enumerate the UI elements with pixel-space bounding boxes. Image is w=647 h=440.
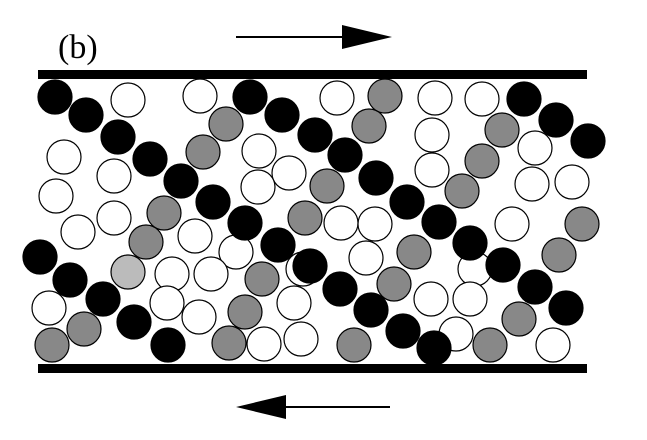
black-particle (22, 239, 58, 275)
black-particle (506, 81, 542, 117)
white-particle (96, 200, 132, 236)
black-particle (150, 327, 186, 363)
black-particle (538, 102, 574, 138)
black-particle (385, 313, 421, 349)
gray-particle (396, 234, 432, 270)
panel-label: (b) (58, 29, 98, 66)
white-particle (276, 285, 312, 321)
white-particle (514, 166, 550, 202)
gray-particle (464, 143, 500, 179)
black-particle (353, 292, 389, 328)
bottom-plate (38, 364, 587, 373)
black-particle (292, 248, 328, 284)
gray-particle (128, 224, 164, 260)
white-particle (452, 281, 488, 317)
black-particle (264, 97, 300, 133)
gray-particle (376, 266, 412, 302)
black-particle (517, 269, 553, 305)
white-particle (554, 164, 590, 200)
gray-particle (211, 325, 247, 361)
black-particle (452, 225, 488, 261)
white-particle (414, 117, 450, 153)
gray-particle (484, 112, 520, 148)
black-particle (68, 97, 104, 133)
gray-particle (208, 106, 244, 142)
white-particle (417, 80, 453, 116)
white-particle (181, 299, 217, 335)
black-particle (358, 160, 394, 196)
white-particle (283, 321, 319, 357)
black-particle (195, 184, 231, 220)
black-particle (322, 271, 358, 307)
white-particle (182, 78, 218, 114)
gray-particle (287, 200, 323, 236)
gray-particle (34, 327, 70, 363)
top-plate (38, 70, 587, 79)
black-particle (327, 137, 363, 173)
white-particle (193, 256, 229, 292)
black-particle (416, 330, 452, 366)
black-particle (421, 204, 457, 240)
white-particle (154, 256, 190, 292)
white-particle (60, 214, 96, 250)
white-particle (38, 178, 74, 214)
white-particle (319, 80, 355, 116)
gray-particle (336, 327, 372, 363)
white-particle (464, 81, 500, 117)
light-gray-particle (110, 254, 146, 290)
white-particle (271, 155, 307, 191)
black-particle (548, 290, 584, 326)
gray-particle (444, 173, 480, 209)
white-particle (177, 218, 213, 254)
white-particle (246, 326, 282, 362)
white-particle (348, 240, 384, 276)
black-particle (260, 227, 296, 263)
white-particle (517, 130, 553, 166)
white-particle (241, 133, 277, 169)
white-particle (149, 285, 185, 321)
black-particle (163, 163, 199, 199)
black-particle (570, 123, 606, 159)
gray-particle (309, 168, 345, 204)
white-particle (240, 169, 276, 205)
black-particle (52, 262, 88, 298)
black-particle (297, 117, 333, 153)
particle-layer (22, 78, 606, 366)
white-particle (413, 281, 449, 317)
black-particle (132, 141, 168, 177)
black-particle (485, 247, 521, 283)
gray-particle (66, 311, 102, 347)
white-particle (31, 290, 67, 326)
bottom-arrow-left-icon (236, 395, 390, 419)
white-particle (494, 206, 530, 242)
gray-particle (541, 237, 577, 273)
top-arrow-right-icon (236, 25, 392, 49)
black-particle (37, 79, 73, 115)
gray-particle (351, 108, 387, 144)
black-particle (232, 79, 268, 115)
white-particle (110, 82, 146, 118)
gray-particle (146, 195, 182, 231)
gray-particle (472, 327, 508, 363)
white-particle (96, 158, 132, 194)
gray-particle (227, 294, 263, 330)
black-particle (100, 119, 136, 155)
white-particle (414, 152, 450, 188)
white-particle (323, 205, 359, 241)
white-particle (357, 206, 393, 242)
black-particle (116, 304, 152, 340)
black-particle (227, 205, 263, 241)
gray-particle (367, 78, 403, 114)
black-particle (389, 184, 425, 220)
white-particle (535, 327, 571, 363)
gray-particle (564, 206, 600, 242)
gray-particle (501, 301, 537, 337)
gray-particle (185, 134, 221, 170)
gray-particle (244, 261, 280, 297)
black-particle (85, 281, 121, 317)
white-particle (46, 139, 82, 175)
